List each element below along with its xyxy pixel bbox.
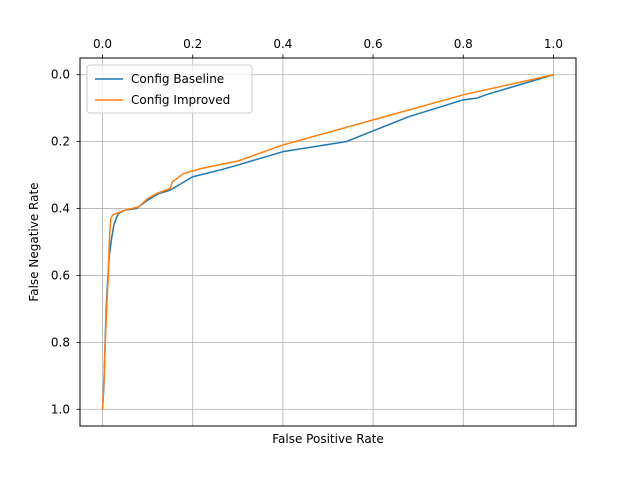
x-tick-label: 0.4	[273, 37, 292, 51]
plot-area-frame	[79, 57, 577, 427]
legend-label: Config Improved	[131, 93, 230, 107]
x-tick-label: 0.6	[364, 37, 383, 51]
x-tick-label: 0.8	[454, 37, 473, 51]
axis-ticks: 0.0 0.2 0.4 0.6 0.8 1.0 0.0 0.2 0.4 0.6 0.8 1.0	[51, 37, 563, 416]
y-axis-title: False Negative Rate	[27, 182, 41, 301]
legend-label: Config Baseline	[131, 72, 224, 86]
grid-lines	[80, 58, 576, 426]
series-layer	[101, 73, 554, 410]
y-tick-label: 0.6	[51, 268, 70, 282]
x-axis-title: False Positive Rate	[272, 432, 384, 446]
legend: Config Baseline Config Improved	[86, 64, 253, 114]
y-tick-label: 0.4	[51, 202, 70, 216]
series-line	[101, 73, 554, 410]
y-tick-label: 0.8	[51, 335, 70, 349]
plot-area-background	[80, 58, 576, 426]
legend-box	[86, 64, 253, 114]
x-tick-label: 1.0	[544, 37, 563, 51]
y-tick-label: 0.0	[51, 68, 70, 82]
x-tick-label: 0.0	[93, 37, 112, 51]
y-tick-label: 0.2	[51, 135, 70, 149]
y-tick-label: 1.0	[51, 402, 70, 416]
x-tick-label: 0.2	[183, 37, 202, 51]
